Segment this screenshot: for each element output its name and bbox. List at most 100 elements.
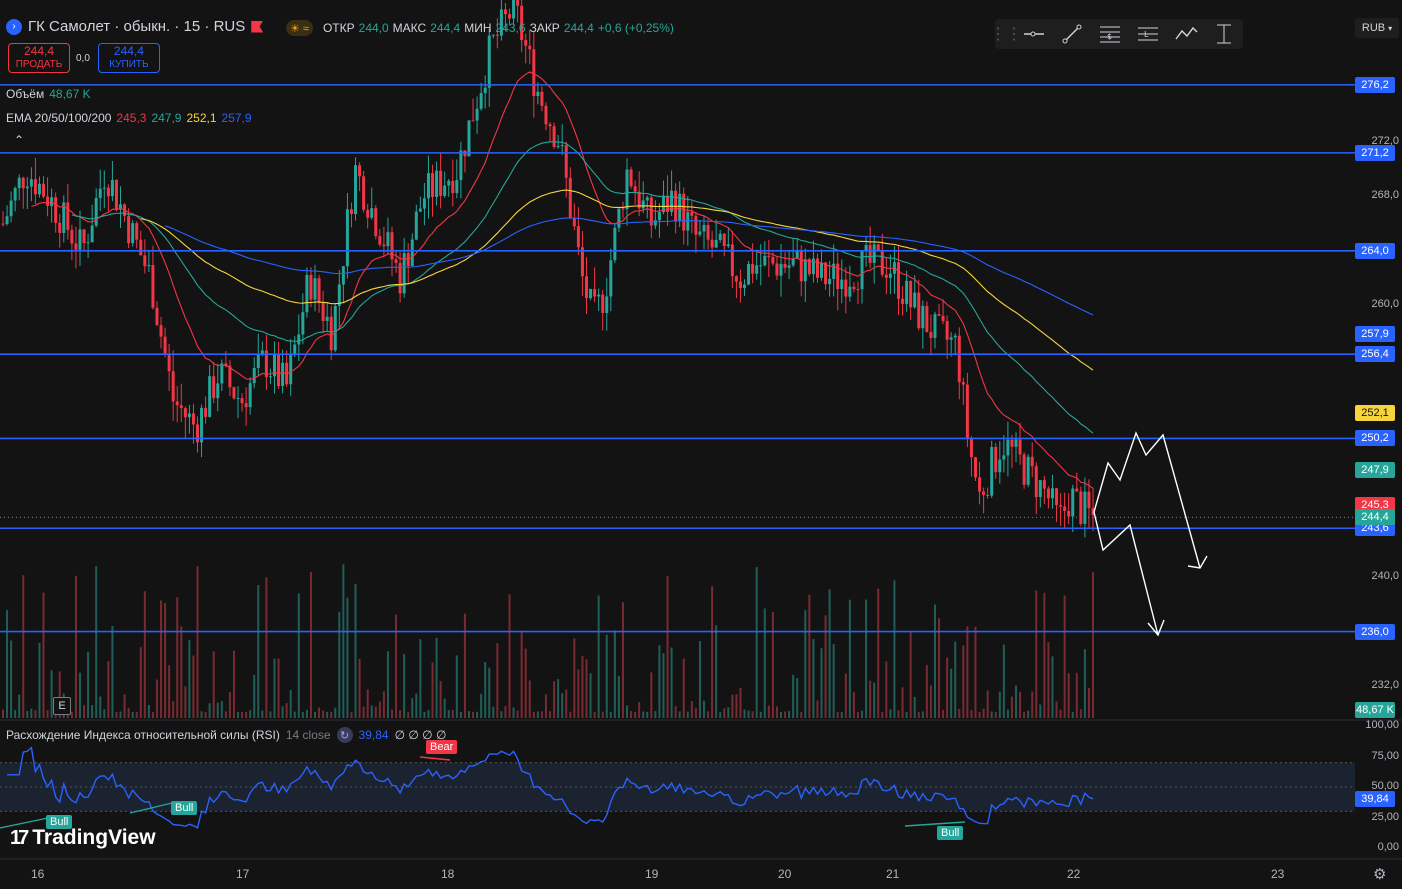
- buy-button[interactable]: 244,4 КУПИТЬ: [97, 43, 160, 73]
- candle-body: [633, 186, 637, 192]
- candle-body: [998, 459, 1002, 473]
- volume-bar: [346, 597, 349, 718]
- trend-line-icon[interactable]: [1055, 20, 1089, 48]
- candle-body: [37, 183, 41, 195]
- candle-body: [499, 9, 503, 36]
- candle-body: [832, 263, 836, 279]
- volume-bar: [670, 647, 673, 718]
- candle-body: [349, 209, 353, 214]
- forecast-arrow-down[interactable]: [1093, 511, 1159, 636]
- volume-bar: [832, 644, 835, 718]
- forecast-arrow-up[interactable]: [1093, 431, 1201, 569]
- candle-body: [244, 403, 248, 408]
- flag-icon[interactable]: [251, 20, 264, 33]
- sell-button[interactable]: 244,4 ПРОДАТЬ: [8, 43, 70, 73]
- path-icon[interactable]: [1169, 20, 1203, 48]
- candle-body: [467, 120, 471, 157]
- candle-body: [455, 180, 459, 193]
- candle-body: [799, 250, 803, 282]
- candle-body: [260, 350, 264, 355]
- volume-bar: [476, 711, 479, 718]
- collapse-legend-icon[interactable]: ⌃: [14, 133, 25, 147]
- candle-body: [321, 302, 325, 321]
- candle-body: [941, 315, 945, 322]
- candle-body: [710, 239, 714, 248]
- candle-body: [131, 223, 135, 244]
- candle-body: [264, 350, 268, 378]
- volume-bar: [1075, 672, 1078, 718]
- volume-bar: [698, 641, 701, 718]
- forecast-arrows[interactable]: [1093, 431, 1208, 637]
- candle-body: [277, 354, 281, 386]
- volume-bar: [500, 711, 503, 718]
- currency-selector[interactable]: RUB ▾: [1355, 18, 1399, 38]
- rsi-legend[interactable]: Расхождение Индекса относительной силы (…: [6, 727, 447, 743]
- symbol-header[interactable]: › ГК Самолет · обыкн. · 15 · RUS: [6, 18, 264, 35]
- symbol-title[interactable]: ГК Самолет · обыкн. · 15 · RUS: [28, 18, 246, 35]
- volume-bar: [877, 588, 880, 718]
- volume-bar: [435, 637, 438, 718]
- candle-body: [698, 231, 702, 235]
- volume-legend[interactable]: Объём 48,67 K: [6, 87, 91, 101]
- candle-body: [293, 344, 297, 356]
- refresh-icon[interactable]: ↻: [336, 727, 353, 743]
- volume-bar: [22, 575, 25, 718]
- volume-bar: [840, 711, 843, 718]
- candle-body: [135, 223, 139, 240]
- candle-body: [301, 312, 305, 335]
- horizontal-ray-icon[interactable]: [1017, 20, 1051, 48]
- candle-body: [333, 305, 337, 351]
- time-axis-label-7: 23: [1271, 867, 1285, 881]
- level-tag-4: 250,2: [1355, 430, 1395, 447]
- volume-bar: [557, 679, 560, 718]
- candle-body: [674, 190, 678, 221]
- volume-bar: [804, 610, 807, 718]
- candle-body: [1079, 491, 1083, 524]
- candle-body: [775, 263, 779, 276]
- volume-bar: [982, 708, 985, 718]
- candle-body: [179, 405, 183, 409]
- candle-body: [114, 179, 118, 210]
- candle-body: [151, 265, 155, 308]
- volume-bar: [484, 661, 487, 718]
- drag-handle-icon[interactable]: ⋮⋮: [990, 26, 1022, 43]
- candle-body: [605, 296, 609, 314]
- candle-body: [994, 447, 998, 473]
- forecast-arrow-down-head[interactable]: [1147, 619, 1165, 637]
- settings-gear-icon[interactable]: ⚙: [1373, 866, 1387, 883]
- volume-bar: [70, 711, 73, 718]
- time-axis-label-5: 21: [886, 867, 900, 881]
- volume-bar: [1039, 704, 1042, 718]
- volume-bar: [828, 589, 831, 718]
- ema-legend[interactable]: EMA 20/50/100/200 245,3 247,9 252,1 257,…: [6, 111, 252, 125]
- candle-body: [1006, 439, 1010, 456]
- candle-body: [187, 413, 191, 418]
- volume-bar: [816, 700, 819, 718]
- candle-body: [491, 34, 495, 36]
- ema-tag-2: 245,3: [1355, 497, 1395, 514]
- volume-bar: [788, 711, 791, 718]
- candle-body: [759, 265, 763, 267]
- tradingview-logo[interactable]: 17 TradingView: [10, 826, 156, 849]
- horizontal-levels[interactable]: [0, 84, 1355, 633]
- volume-bars: [2, 564, 1094, 718]
- candle-body: [747, 264, 751, 285]
- fib-retracement-icon[interactable]: $: [1093, 20, 1127, 48]
- price-range-icon[interactable]: [1207, 20, 1241, 48]
- volume-bar: [771, 611, 774, 718]
- volume-bar: [1059, 709, 1062, 718]
- candle-body: [414, 211, 418, 240]
- session-icons[interactable]: ☀ ≈: [286, 20, 313, 36]
- candle-body: [552, 126, 556, 147]
- candle-body: [272, 354, 276, 377]
- volume-bar: [74, 575, 77, 718]
- volume-bar: [621, 602, 624, 718]
- forecast-arrow-up-head[interactable]: [1187, 555, 1208, 569]
- volume-bar: [342, 564, 345, 718]
- volume-bar: [601, 711, 604, 718]
- events-badge[interactable]: E: [53, 697, 71, 715]
- divergence-label-1: Bull: [171, 801, 198, 815]
- long-position-icon[interactable]: L: [1131, 20, 1165, 48]
- candle-body: [402, 253, 406, 294]
